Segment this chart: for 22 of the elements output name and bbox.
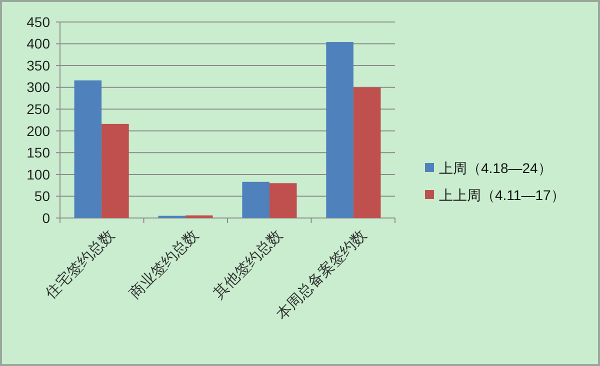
bar	[186, 215, 213, 218]
y-tick-label: 0	[42, 210, 50, 226]
bar	[269, 183, 297, 218]
y-tick-label: 450	[26, 14, 50, 30]
legend-label: 上上周（4.11—17）	[439, 186, 565, 203]
bar	[353, 87, 381, 218]
y-tick-label: 150	[26, 144, 50, 161]
legend-label: 上周（4.18—24）	[439, 160, 552, 176]
x-tick-label: 其他签约总数	[210, 226, 286, 302]
y-tick-label: 400	[26, 36, 50, 52]
x-tick-label: 住宅签约总数	[42, 226, 118, 303]
y-tick-label: 200	[26, 122, 50, 139]
bar	[74, 80, 102, 218]
y-tick-label: 350	[26, 57, 50, 74]
bar	[102, 124, 129, 218]
bar	[326, 42, 354, 218]
y-tick-label: 300	[26, 79, 50, 96]
bar	[242, 182, 270, 218]
y-tick-label: 100	[26, 166, 50, 182]
y-tick-label: 250	[26, 101, 50, 118]
y-tick-label: 50	[34, 188, 50, 204]
x-tick-label: 商业签约总数	[126, 226, 202, 302]
